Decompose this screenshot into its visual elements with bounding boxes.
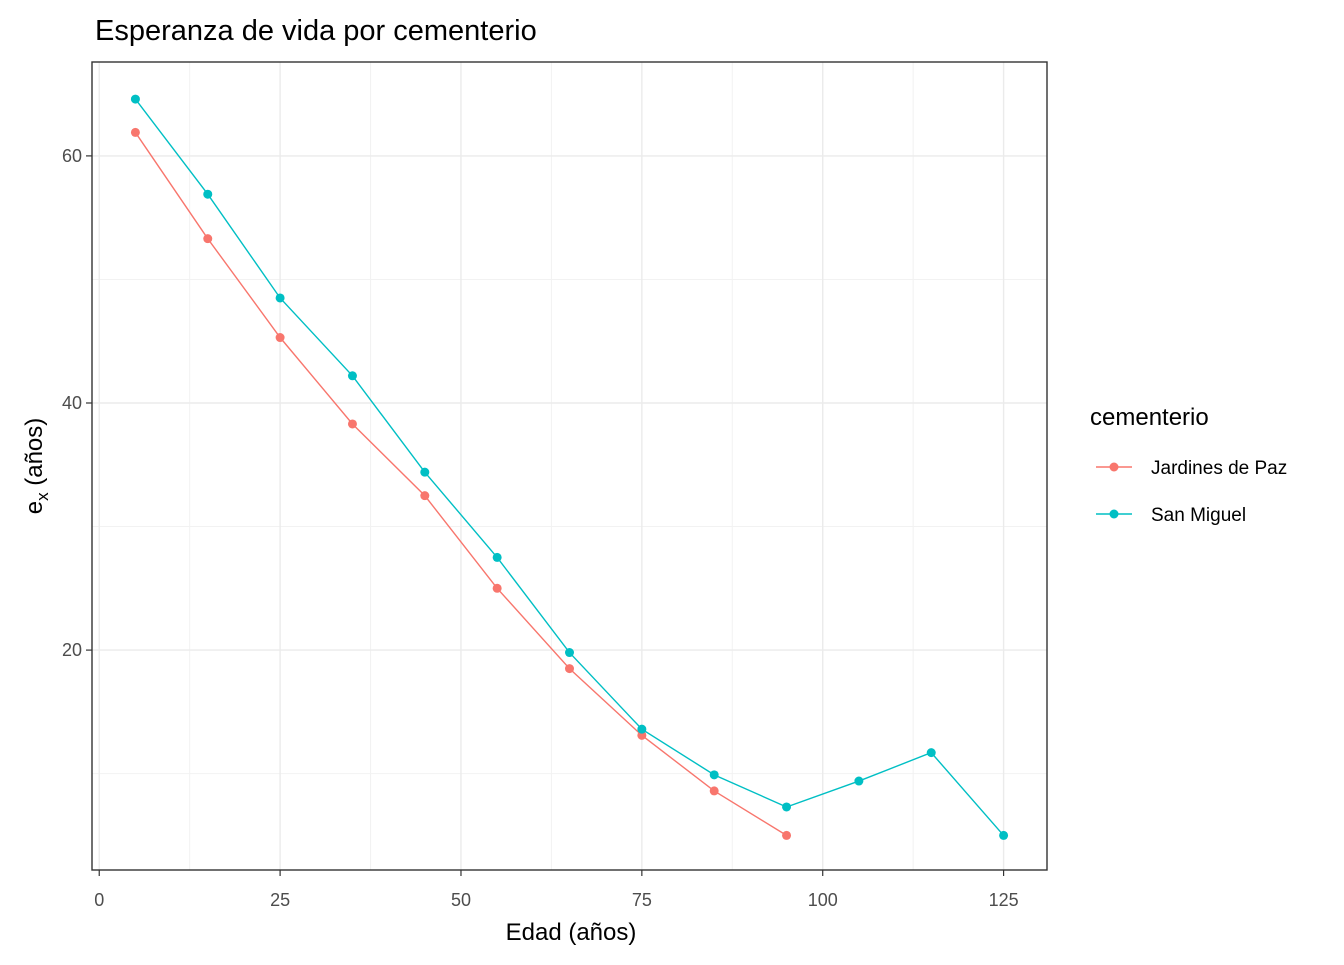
point bbox=[709, 786, 719, 796]
point bbox=[347, 371, 357, 381]
x-tick-label: 25 bbox=[270, 890, 290, 910]
point bbox=[203, 234, 213, 244]
y-tick-label: 40 bbox=[62, 393, 82, 413]
x-tick-label: 100 bbox=[808, 890, 838, 910]
legend-label: San Miguel bbox=[1151, 505, 1246, 526]
y-tick-label: 20 bbox=[62, 640, 82, 660]
y-label-sub: x bbox=[33, 492, 52, 501]
x-tick-label: 125 bbox=[989, 890, 1019, 910]
point bbox=[492, 552, 502, 562]
point bbox=[203, 189, 213, 199]
y-axis-label: ex (años) bbox=[21, 418, 52, 515]
y-label-part: e bbox=[21, 501, 48, 514]
point bbox=[782, 830, 792, 840]
point bbox=[347, 419, 357, 429]
series-line bbox=[134, 98, 1005, 836]
legend-key-point bbox=[1109, 509, 1119, 519]
point bbox=[999, 830, 1009, 840]
point bbox=[565, 648, 574, 658]
y-label-part: (años) bbox=[21, 418, 48, 493]
point bbox=[782, 802, 792, 812]
x-axis-label: Edad (años) bbox=[506, 919, 637, 946]
point bbox=[492, 583, 502, 593]
point bbox=[275, 333, 285, 343]
legend-title: cementerio bbox=[1090, 404, 1209, 431]
point bbox=[130, 127, 140, 137]
point bbox=[709, 770, 719, 780]
x-tick-label: 0 bbox=[94, 890, 104, 910]
y-tick-label: 60 bbox=[62, 146, 82, 166]
point bbox=[420, 491, 430, 501]
x-tick-label: 75 bbox=[632, 890, 652, 910]
legend-key-point bbox=[1109, 462, 1119, 472]
point bbox=[637, 730, 647, 740]
point bbox=[637, 724, 647, 734]
point bbox=[854, 776, 864, 786]
panel-border bbox=[91, 61, 1048, 871]
point bbox=[130, 94, 140, 104]
point bbox=[926, 748, 936, 758]
legend-label: Jardines de Paz bbox=[1151, 458, 1287, 479]
point bbox=[275, 293, 285, 303]
series-line bbox=[134, 132, 787, 837]
chart-title: Esperanza de vida por cementerio bbox=[95, 15, 537, 47]
point bbox=[420, 467, 430, 477]
x-tick-label: 50 bbox=[451, 890, 471, 910]
point bbox=[565, 664, 574, 674]
